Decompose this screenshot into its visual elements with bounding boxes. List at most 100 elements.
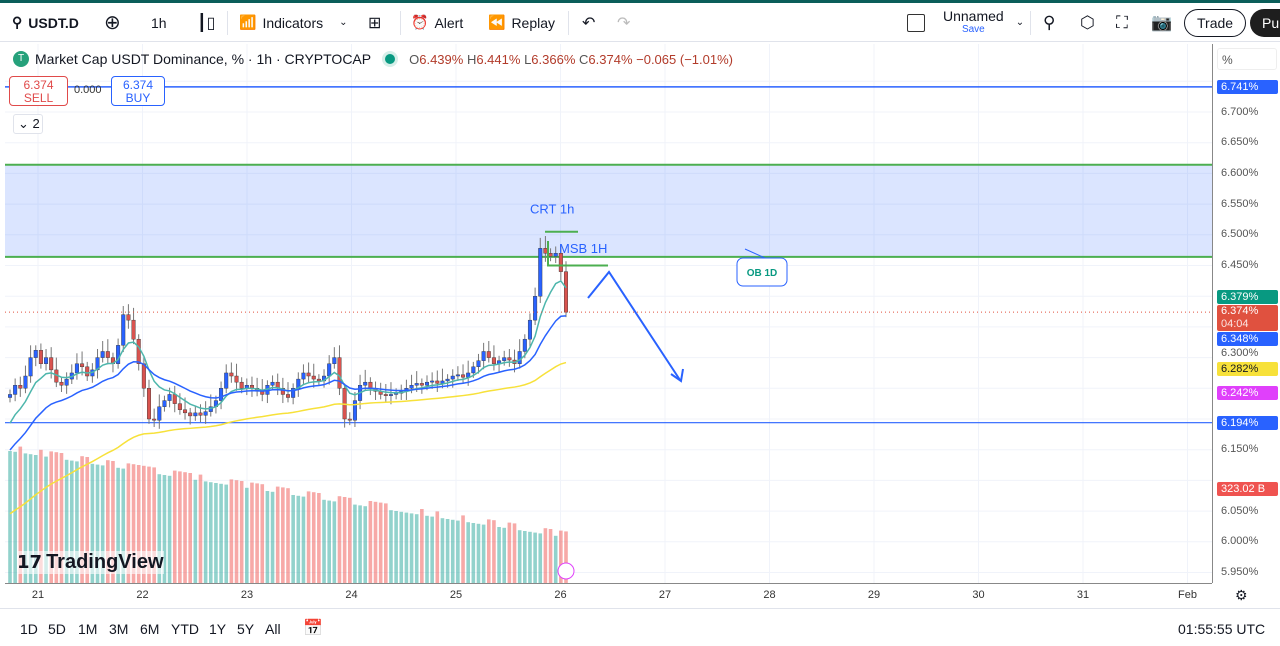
candle-body (33, 350, 38, 358)
candle-body (141, 363, 146, 389)
volume-bar (466, 522, 470, 583)
price-tag: 6.282% (1217, 362, 1278, 376)
price-tag: 6.374% 04:04 (1217, 305, 1278, 331)
date-range-icon[interactable]: 📅 (303, 620, 323, 637)
top-accent-bar (0, 0, 1280, 3)
candle-body (558, 253, 563, 272)
price-axis[interactable]: % 6.700% 6.650% 6.600% 6.550% 6.500% 6.450% 6.… (1212, 44, 1280, 583)
plus-circle-icon: ⊕ (104, 12, 121, 34)
candle-body (502, 357, 507, 361)
candle-body (327, 363, 332, 377)
add-symbol-button[interactable]: ⊕ (104, 3, 121, 42)
candle-body (419, 383, 424, 386)
candle-body (8, 394, 12, 398)
layout-button[interactable]: Unnamed Save ⌄ (907, 3, 1024, 42)
alarm-clock-icon: ⏰ (411, 14, 429, 30)
crt-label: CRT 1h (530, 201, 574, 216)
price-chart[interactable]: CRT 1h MSB 1H OB 1D (5, 44, 1212, 583)
settings-button[interactable]: ⬡ (1080, 3, 1095, 42)
interval-button[interactable]: 1h (151, 3, 167, 42)
chevron-down-icon: ⌄ (18, 116, 29, 131)
replay-button[interactable]: ⏪ Replay (488, 3, 555, 42)
trade-button[interactable]: Trade (1184, 8, 1247, 37)
volume-bar (18, 446, 23, 583)
volume-bar (523, 531, 527, 583)
hexagon-settings-icon: ⬡ (1080, 12, 1095, 32)
candle-body (543, 248, 548, 254)
ema-mid-line (9, 315, 567, 451)
volume-bar (559, 530, 563, 583)
range-button-5y[interactable]: 5Y (237, 621, 255, 637)
chevron-down-icon: ⌄ (339, 17, 348, 28)
camera-icon: 📷 (1151, 12, 1173, 32)
msb-line (547, 240, 608, 267)
volume-bar (188, 473, 192, 583)
undo-button[interactable]: ↶ (582, 3, 595, 42)
quick-search-button[interactable]: ⚲ (1043, 3, 1055, 42)
candle-body (183, 409, 188, 414)
range-button-6m[interactable]: 6M (140, 621, 160, 637)
alert-label: Alert (434, 14, 464, 31)
save-link[interactable]: Save (961, 23, 985, 35)
indicators-button[interactable]: 📶 Indicators ⌄ (239, 3, 348, 42)
candle-body (18, 385, 23, 389)
rewind-icon: ⏪ (488, 14, 506, 30)
candle-body (533, 295, 538, 321)
candle-body (80, 363, 85, 368)
range-button-ytd[interactable]: YTD (171, 621, 199, 637)
time-axis[interactable]: 21 22 23 24 25 26 27 28 29 30 31 Feb (5, 583, 1212, 606)
range-button-1y[interactable]: 1Y (209, 621, 227, 637)
volume-bar (492, 520, 496, 583)
volume-bar (39, 449, 43, 583)
range-button-5d[interactable]: 5D (48, 621, 66, 637)
volume-bar (281, 487, 285, 583)
range-button-3m[interactable]: 3M (109, 621, 129, 637)
range-button-1m[interactable]: 1M (78, 621, 98, 637)
candle-body (38, 350, 43, 364)
volume-bar (54, 452, 59, 583)
candle-body (270, 381, 275, 386)
time-label: 25 (449, 589, 463, 601)
time-label: 23 (240, 589, 254, 601)
chart-pane[interactable]: CRT 1h MSB 1H OB 1D (5, 44, 1212, 583)
buy-button[interactable]: 6.374 BUY (111, 76, 165, 106)
range-button-1d[interactable]: 1D (20, 621, 38, 637)
volume-bar (131, 464, 136, 583)
search-icon: ⚲ (12, 14, 23, 30)
range-button-all[interactable]: All (265, 621, 281, 637)
symbol-search[interactable]: ⚲ USDT.D (12, 3, 79, 42)
candle-body (553, 253, 558, 257)
candle-body (414, 383, 419, 386)
candle-body (85, 366, 90, 377)
axis-settings-icon[interactable]: ⚙ (1235, 587, 1248, 603)
volume-bar (64, 459, 69, 583)
volume-bar (28, 454, 33, 583)
spread-value: 0.000 (74, 84, 102, 96)
volume-bar (75, 461, 79, 583)
candle-body (291, 388, 296, 398)
price-tag: 6.194% (1217, 416, 1278, 430)
price-label: 6.050% (1221, 504, 1259, 517)
alert-button[interactable]: ⏰ Alert (411, 3, 463, 42)
templates-button[interactable]: ⊞ (368, 3, 381, 42)
candle-body (476, 360, 481, 368)
candle-body (409, 385, 414, 389)
volume-bar (152, 467, 156, 583)
price-label: 6.000% (1221, 535, 1259, 548)
indicators-label: Indicators (262, 14, 324, 31)
candle-body (219, 388, 224, 401)
indicators-collapse-toggle[interactable]: ⌄ 2 (13, 114, 43, 134)
candle-body (44, 357, 49, 364)
clock[interactable]: 01:55:55 UTC (1178, 621, 1266, 637)
fullscreen-button[interactable]: ⛶ (1116, 3, 1128, 42)
screenshot-button[interactable]: 📷 (1151, 3, 1172, 42)
grid-icon: ⊞ (368, 14, 382, 32)
chart-type-button[interactable]: ┃▯ (197, 3, 215, 42)
sell-button[interactable]: 6.374 SELL (9, 76, 68, 106)
publish-button[interactable]: Pub (1250, 8, 1280, 37)
candle-body (352, 400, 357, 421)
volume-bar (203, 481, 208, 583)
candle-body (239, 381, 244, 389)
redo-button[interactable]: ↷ (617, 3, 630, 42)
volume-bar (502, 527, 507, 583)
